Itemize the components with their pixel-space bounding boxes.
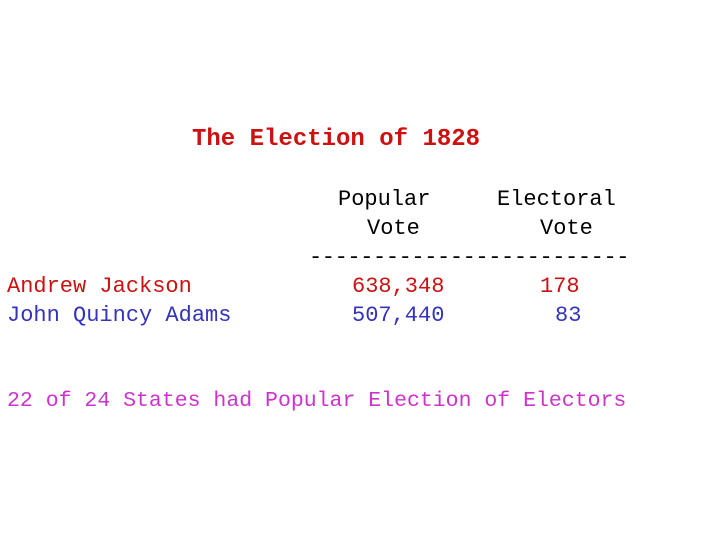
electoral-vote-adams: 83 [555, 303, 582, 328]
popular-vote-jackson: 638,348 [352, 274, 445, 299]
candidate-name-jackson: Andrew Jackson [7, 274, 192, 299]
electoral-vote-header-line1: Electoral [497, 187, 616, 212]
electoral-vote-jackson: 178 [540, 274, 580, 299]
table-divider: ------------------------- [309, 245, 630, 270]
popular-vote-header-line1: Popular [338, 187, 431, 212]
candidate-name-adams: John Quincy Adams [7, 303, 232, 328]
popular-vote-adams: 507,440 [352, 303, 445, 328]
electoral-vote-header-line2: Vote [540, 216, 593, 241]
footnote-states: 22 of 24 States had Popular Election of … [7, 389, 627, 413]
popular-vote-header-line2: Vote [367, 216, 420, 241]
page-title: The Election of 1828 [192, 126, 481, 153]
